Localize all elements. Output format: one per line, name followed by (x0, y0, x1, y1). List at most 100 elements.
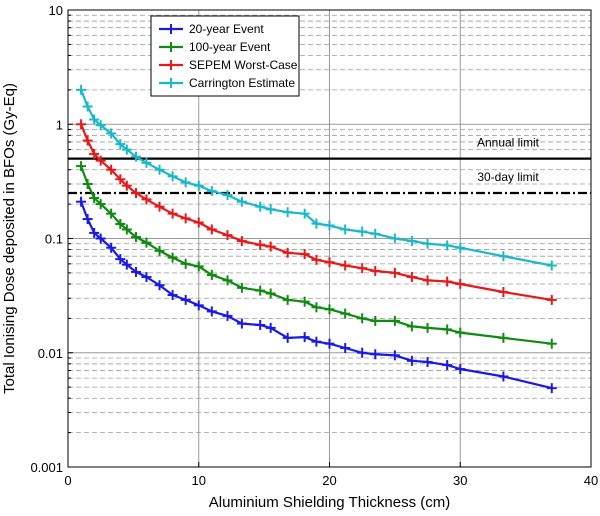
data-point (76, 196, 87, 207)
data-point (141, 272, 152, 283)
data-point (222, 230, 233, 241)
data-point (95, 155, 106, 166)
data-point (406, 272, 417, 283)
data-point (340, 308, 351, 319)
data-point (106, 128, 117, 139)
data-point (311, 302, 322, 313)
data-point (89, 193, 100, 204)
data-point (389, 350, 400, 361)
data-point (370, 265, 381, 276)
data-point (141, 194, 152, 205)
legend-label: Carrington Estimate (189, 76, 295, 90)
data-point (498, 332, 509, 343)
data-point (193, 300, 204, 311)
data-point (121, 224, 132, 235)
data-point (282, 332, 293, 343)
data-point (546, 260, 557, 271)
data-point (193, 261, 204, 272)
data-point (324, 304, 335, 315)
data-point (154, 280, 165, 291)
data-point (180, 294, 191, 305)
data-point (236, 282, 247, 293)
x-axis-title: Aluminium Shielding Thickness (cm) (209, 494, 450, 511)
data-point (340, 343, 351, 354)
legend-item-0: 20-year Event (159, 22, 264, 36)
data-point (442, 324, 453, 335)
data-point (206, 306, 217, 317)
legend: 20-year Event 100-year Event SEPEM Worst-C… (150, 15, 300, 97)
data-point (255, 201, 266, 212)
data-point (370, 349, 381, 360)
data-point (115, 139, 126, 150)
legend-label: SEPEM Worst-Case (189, 58, 298, 72)
data-point (76, 84, 87, 95)
data-point (311, 336, 322, 347)
data-point (265, 322, 276, 333)
data-point (299, 249, 310, 260)
data-point (282, 247, 293, 258)
data-point (282, 294, 293, 305)
data-point (357, 313, 368, 324)
data-point (89, 114, 100, 125)
data-point (255, 319, 266, 330)
data-point (422, 356, 433, 367)
data-point (89, 227, 100, 238)
data-point (324, 338, 335, 349)
data-point (389, 315, 400, 326)
data-point (422, 322, 433, 333)
data-point (130, 151, 141, 162)
data-point (167, 171, 178, 182)
legend-item-2: SEPEM Worst-Case (159, 58, 298, 72)
data-point (167, 290, 178, 301)
series-2 (76, 119, 557, 305)
data-point (115, 218, 126, 229)
x-tick-label: 20 (322, 473, 336, 488)
data-point (206, 186, 217, 197)
data-point (154, 245, 165, 256)
data-point (546, 338, 557, 349)
data-point (442, 240, 453, 251)
data-point (311, 218, 322, 229)
legend-label: 100-year Event (189, 40, 271, 54)
data-point (167, 252, 178, 263)
data-point (406, 321, 417, 332)
reference-label-0: Annual limit (477, 136, 540, 150)
data-point (265, 241, 276, 252)
data-point (130, 232, 141, 243)
data-point (455, 364, 466, 375)
data-point (180, 213, 191, 224)
data-point (222, 310, 233, 321)
data-point (546, 294, 557, 305)
data-point (357, 263, 368, 274)
data-point (546, 383, 557, 394)
data-point (370, 228, 381, 239)
x-tick-label: 10 (192, 473, 206, 488)
data-point (498, 287, 509, 298)
data-point (154, 164, 165, 175)
data-point (357, 347, 368, 358)
data-point (206, 224, 217, 235)
data-point (340, 260, 351, 271)
data-point (265, 204, 276, 215)
y-tick-label: 0.001 (30, 460, 63, 475)
series-group (76, 84, 557, 394)
data-point (455, 242, 466, 253)
data-point (265, 288, 276, 299)
data-point (222, 275, 233, 286)
data-point (89, 148, 100, 159)
data-point (82, 214, 93, 225)
data-point (76, 119, 87, 130)
data-point (282, 207, 293, 218)
series-1 (76, 161, 557, 349)
data-point (206, 269, 217, 280)
data-point (406, 355, 417, 366)
data-point (82, 101, 93, 112)
data-point (455, 278, 466, 289)
data-point (236, 196, 247, 207)
y-tick-label: 10 (49, 3, 63, 18)
data-point (324, 257, 335, 268)
data-point (324, 220, 335, 231)
data-point (82, 135, 93, 146)
